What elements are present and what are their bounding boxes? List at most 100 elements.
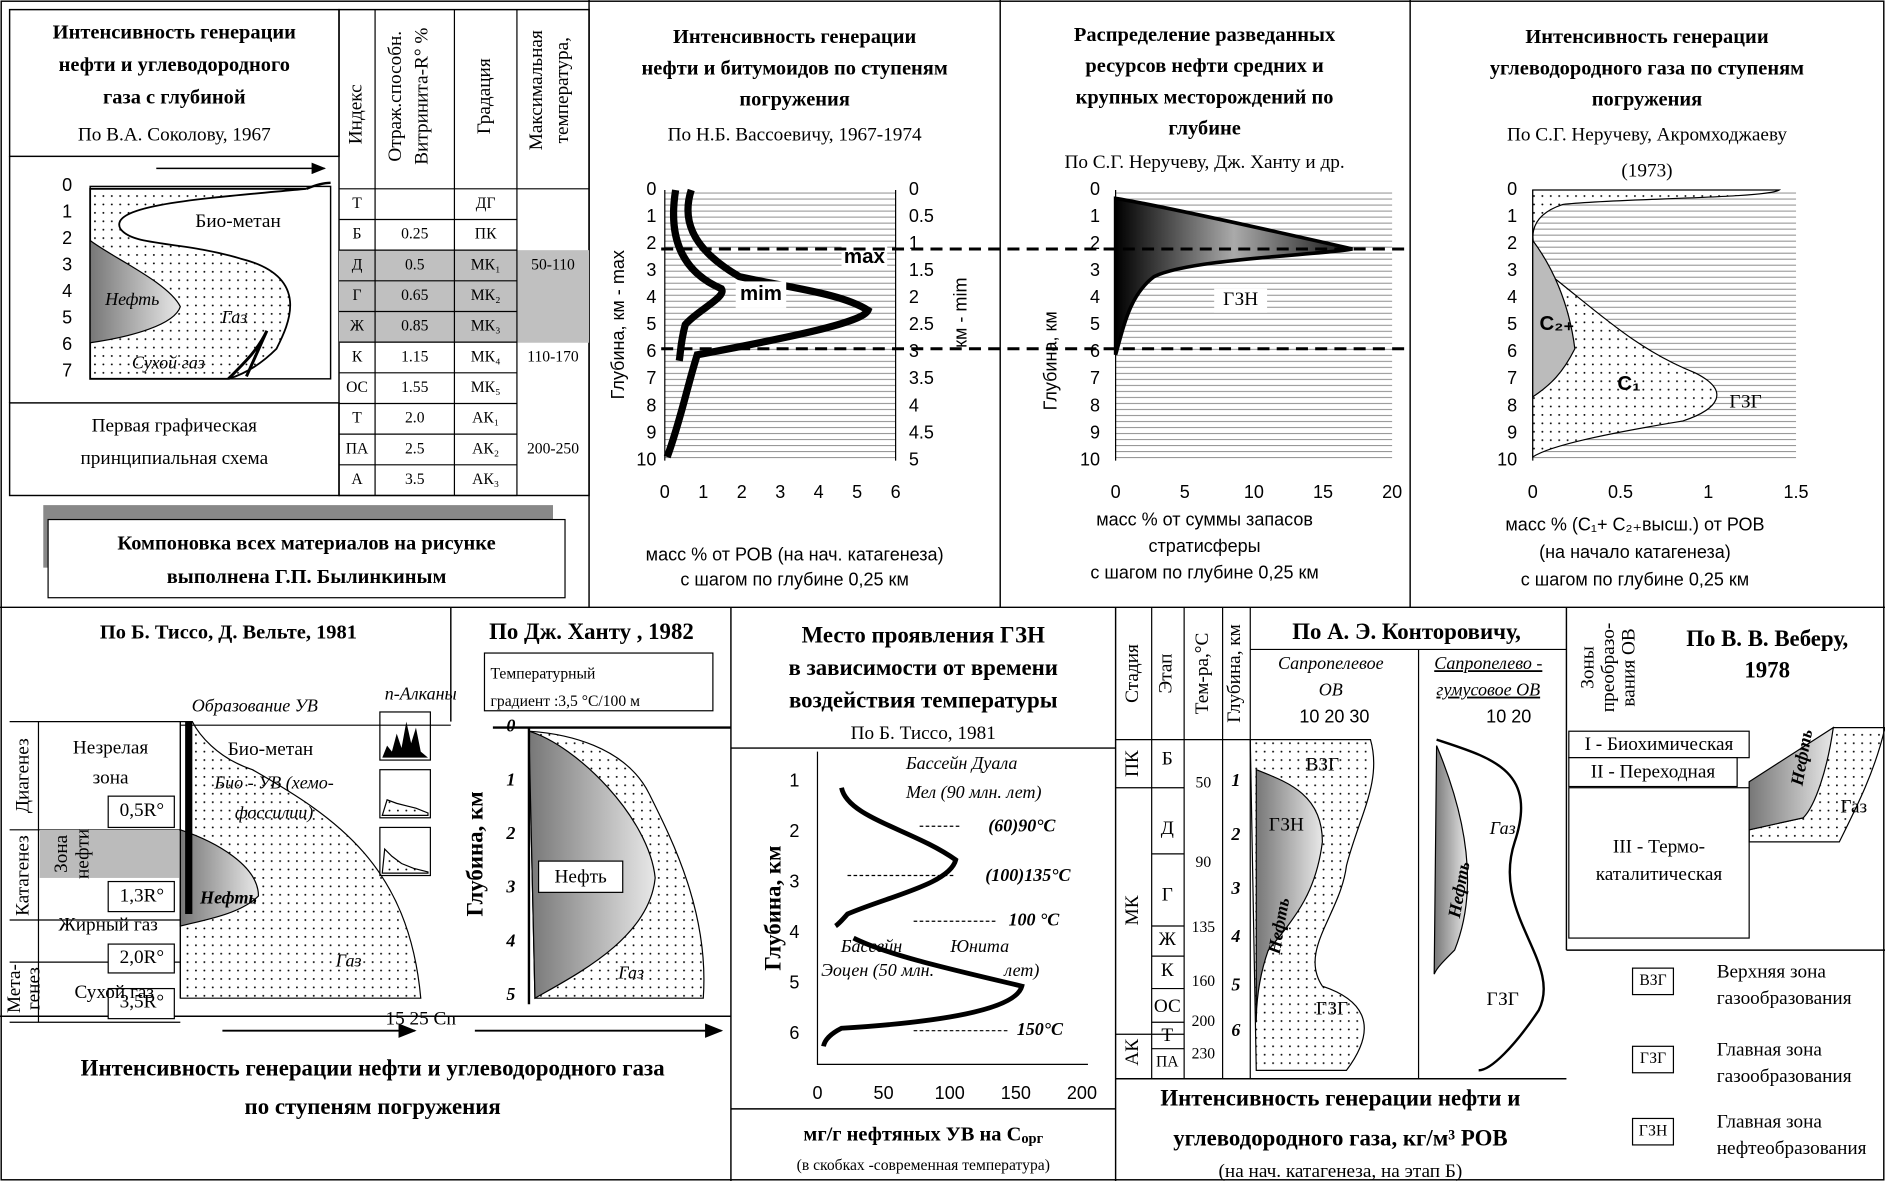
x-tick-label: 200 bbox=[1067, 1083, 1097, 1103]
y-tick-label: 1 bbox=[62, 202, 72, 222]
annotation: 100 °C bbox=[1008, 909, 1060, 929]
bar bbox=[185, 721, 193, 915]
title: По Б. Тиссо, Д. Вельте, 1981 bbox=[100, 621, 357, 643]
label: ОВ bbox=[1319, 680, 1343, 700]
cell: 0.25 bbox=[401, 226, 429, 243]
c2-area bbox=[1532, 238, 1576, 398]
cell: 2.5 bbox=[405, 440, 425, 457]
title: Интенсивность генерации bbox=[673, 26, 916, 48]
y-tick-label: 5 bbox=[62, 307, 72, 327]
legend-text: газообразования bbox=[1717, 988, 1852, 1009]
y-tick-label: 6 bbox=[789, 1023, 799, 1043]
title: погружения bbox=[1592, 89, 1703, 111]
label: 50 bbox=[1196, 775, 1212, 792]
label: 135 bbox=[1192, 919, 1216, 936]
axis-label: Глубина, км - max bbox=[608, 250, 628, 399]
y-tick-label: 6 bbox=[62, 334, 72, 354]
axis-label: масс % от суммы запасов bbox=[1096, 510, 1313, 530]
x-tick-label: 2 bbox=[737, 482, 747, 502]
curve bbox=[227, 330, 269, 380]
label: Зона bbox=[51, 834, 72, 873]
oil-area bbox=[89, 239, 181, 344]
label: Образование УВ bbox=[192, 695, 318, 715]
y-tick-label: 10 bbox=[1497, 449, 1517, 469]
cell: Т bbox=[352, 410, 362, 427]
curve bbox=[821, 935, 1025, 1047]
y-tick-label: 4 bbox=[62, 281, 72, 301]
label: Нефть bbox=[555, 866, 607, 887]
y-tick-label: 4 bbox=[789, 922, 799, 942]
x-tick-label: 6 bbox=[891, 482, 901, 502]
title: Интенсивность генерации bbox=[53, 21, 296, 43]
axis bbox=[816, 751, 1088, 1065]
y-tick-label: 9 bbox=[1090, 422, 1100, 442]
y2-tick-label: 2 bbox=[909, 287, 919, 307]
annotation: (100)135°C bbox=[985, 865, 1071, 886]
legend-code: ГЗН bbox=[1639, 1122, 1668, 1139]
label: Диагенез bbox=[12, 738, 33, 813]
column-header: вания ОВ bbox=[1619, 628, 1640, 706]
x-tick-label: 4 bbox=[814, 482, 824, 502]
inset bbox=[379, 826, 431, 877]
label: АК bbox=[1122, 1039, 1143, 1066]
axis-label: с шагом по глубине 0,25 км bbox=[1090, 562, 1318, 582]
axis-label: стратисферы bbox=[1149, 536, 1261, 556]
x-tick-label: 1 bbox=[1703, 482, 1713, 502]
mim-curve bbox=[669, 189, 726, 362]
label: Т bbox=[1161, 1025, 1173, 1046]
label: C₂₊ bbox=[1539, 312, 1574, 335]
label: Газ bbox=[1840, 797, 1867, 818]
label: Био-метан bbox=[228, 739, 313, 760]
cell: МК₁ bbox=[471, 256, 501, 273]
caption: Интенсивность генерации нефти и углеводо… bbox=[81, 1056, 666, 1081]
annotation: Бассейн bbox=[840, 936, 902, 956]
y-tick-label: 7 bbox=[62, 360, 72, 380]
label: ГЗГ bbox=[1729, 391, 1761, 412]
column-header: Тем-ра,°С bbox=[1192, 633, 1213, 715]
label: n-Алканы bbox=[385, 683, 457, 703]
y-tick-label: 2 bbox=[505, 823, 515, 843]
y-tick-label: 6 bbox=[1507, 341, 1517, 361]
label: 1,3R° bbox=[120, 886, 165, 907]
label: каталитическая bbox=[1596, 864, 1723, 885]
label-bg bbox=[735, 281, 787, 308]
label: Био-метан bbox=[195, 211, 280, 232]
axis-label-part: мг/г нефтяных УВ на С bbox=[803, 1123, 1021, 1145]
label: генез bbox=[23, 967, 44, 1010]
cell: К bbox=[352, 348, 363, 365]
y2-tick-label: 4 bbox=[909, 395, 919, 415]
title: глубине bbox=[1168, 118, 1240, 140]
y-tick-label: 1 bbox=[1507, 206, 1517, 226]
label: Сухой газ bbox=[132, 353, 205, 373]
cell: 2.0 bbox=[405, 410, 425, 427]
y2-tick-label: 1 bbox=[909, 233, 919, 253]
axis-label: Глубина, км bbox=[462, 791, 487, 916]
label: Сапропелево - bbox=[1434, 653, 1542, 673]
y-tick-label: 7 bbox=[1090, 368, 1100, 388]
author: По Н.Б. Вассоевичу, 1967-1974 bbox=[668, 124, 922, 145]
title: газа с глубиной bbox=[103, 86, 246, 108]
label: ГЗГ bbox=[1316, 999, 1348, 1020]
y-tick-label: 0 bbox=[506, 716, 515, 736]
cell: ПА bbox=[346, 440, 369, 457]
y-tick-label: 9 bbox=[1507, 422, 1517, 442]
highlight bbox=[339, 250, 590, 343]
label: Газ bbox=[1489, 818, 1516, 838]
plot-area bbox=[664, 190, 896, 461]
label: Ж bbox=[1159, 929, 1177, 950]
x-tick-label: 1.5 bbox=[1784, 482, 1809, 502]
axis bbox=[492, 726, 731, 1005]
histogram bbox=[381, 847, 429, 874]
axis-label: км - mim bbox=[951, 278, 971, 348]
y-tick-label: 8 bbox=[1090, 395, 1100, 415]
curve bbox=[306, 181, 331, 190]
label: III - Термо- bbox=[1613, 836, 1705, 857]
title: Интенсивность генерации bbox=[1525, 26, 1768, 48]
y-tick-label: 3 bbox=[505, 877, 515, 897]
label: Нефть bbox=[199, 888, 257, 908]
x-tick-label: 5 bbox=[1180, 482, 1190, 502]
y-tick-label: 3 bbox=[62, 255, 72, 275]
label: Незрелая bbox=[73, 738, 148, 759]
label: ГЗН bbox=[1269, 815, 1304, 836]
